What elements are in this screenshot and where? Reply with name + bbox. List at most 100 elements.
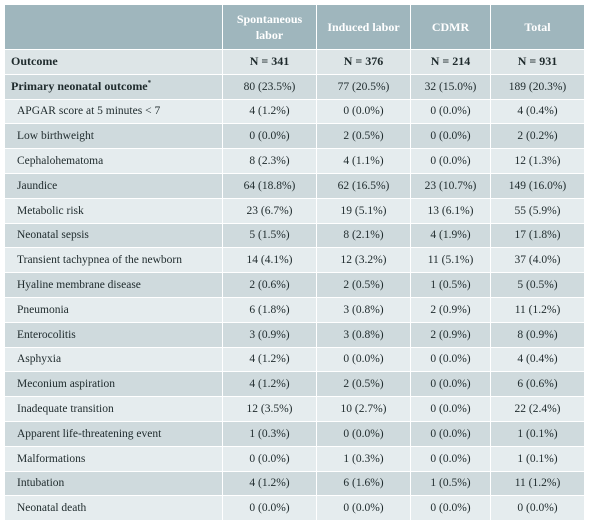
primary-outcome-label: Primary neonatal outcome xyxy=(11,79,148,94)
table-row: Jaundice 64 (18.8%) 62 (16.5%) 23 (10.7%) 14… xyxy=(4,172,585,199)
cell-cdmr: 4 (1.9%) xyxy=(410,222,491,249)
cell-spontaneous: 23 (6.7%) xyxy=(222,197,317,224)
cell-spontaneous: 12 (3.5%) xyxy=(222,396,317,422)
cell-induced: 1 (0.3%) xyxy=(316,445,411,472)
row-label: Outcome xyxy=(4,49,223,75)
cell-total: 22 (2.4%) xyxy=(490,396,585,422)
cell-induced: 0 (0.0%) xyxy=(316,98,411,125)
table-row: Cephalohematoma 8 (2.3%) 4 (1.1%) 0 (0.0%) 1… xyxy=(4,148,585,174)
cell-induced: 0 (0.0%) xyxy=(316,495,411,521)
table-row: Apparent life-threatening event 1 (0.3%) 0… xyxy=(4,420,585,447)
cell-induced: 62 (16.5%) xyxy=(316,172,411,199)
cell-cdmr: 13 (6.1%) xyxy=(410,197,491,224)
cell-induced: 0 (0.0%) xyxy=(316,420,411,447)
cell-spontaneous: 80 (23.5%) xyxy=(222,73,317,100)
cell-spontaneous: 5 (1.5%) xyxy=(222,222,317,249)
cell-total: 12 (1.3%) xyxy=(490,148,585,174)
cell-total: 5 (0.5%) xyxy=(490,272,585,298)
cell-cdmr: 0 (0.0%) xyxy=(410,396,491,422)
table-row: Meconium aspiration 4 (1.2%) 2 (0.5%) 0 (0.… xyxy=(4,371,585,398)
cell-total: 1 (0.1%) xyxy=(490,420,585,447)
cell-cdmr: 23 (10.7%) xyxy=(410,172,491,199)
table-row: Neonatal death 0 (0.0%) 0 (0.0%) 0 (0.0%) 0 … xyxy=(4,495,585,521)
cell-total: 17 (1.8%) xyxy=(490,222,585,249)
row-label: Malformations xyxy=(4,445,223,472)
table-row: Asphyxia 4 (1.2%) 0 (0.0%) 0 (0.0%) 4 (0.4%) xyxy=(4,346,585,373)
cell-induced: 77 (20.5%) xyxy=(316,73,411,100)
row-label: Transient tachypnea of the newborn xyxy=(4,247,223,274)
cell-spontaneous: 4 (1.2%) xyxy=(222,371,317,398)
primary-outcome-row: Primary neonatal outcome* 80 (23.5%) 77 … xyxy=(4,73,585,100)
cell-spontaneous: N = 341 xyxy=(222,49,317,75)
column-header-row: Spontaneous labor Induced labor CDMR Tot… xyxy=(4,4,585,50)
cell-total: 4 (0.4%) xyxy=(490,346,585,373)
cell-induced: 4 (1.1%) xyxy=(316,148,411,174)
cell-induced: 2 (0.5%) xyxy=(316,272,411,298)
cell-total: 189 (20.3%) xyxy=(490,73,585,100)
cell-spontaneous: 0 (0.0%) xyxy=(222,495,317,521)
cell-induced: N = 376 xyxy=(316,49,411,75)
column-header-cdmr: CDMR xyxy=(410,4,491,50)
cell-total: 0 (0.0%) xyxy=(490,495,585,521)
cell-cdmr: 0 (0.0%) xyxy=(410,371,491,398)
table-row: Metabolic risk 23 (6.7%) 19 (5.1%) 13 (6.1%… xyxy=(4,197,585,224)
cell-cdmr: N = 214 xyxy=(410,49,491,75)
cell-spontaneous: 8 (2.3%) xyxy=(222,148,317,174)
cell-cdmr: 0 (0.0%) xyxy=(410,420,491,447)
cell-total: 8 (0.9%) xyxy=(490,321,585,348)
table-row: Enterocolitis 3 (0.9%) 3 (0.8%) 2 (0.9%) 8 (… xyxy=(4,321,585,348)
row-label: Pneumonia xyxy=(4,296,223,323)
row-label: Intubation xyxy=(4,470,223,497)
cell-spontaneous: 4 (1.2%) xyxy=(222,98,317,125)
cell-spontaneous: 14 (4.1%) xyxy=(222,247,317,274)
row-label: Cephalohematoma xyxy=(4,148,223,174)
cell-spontaneous: 64 (18.8%) xyxy=(222,172,317,199)
cell-induced: 2 (0.5%) xyxy=(316,123,411,150)
cell-cdmr: 0 (0.0%) xyxy=(410,123,491,150)
cell-total: 4 (0.4%) xyxy=(490,98,585,125)
cell-induced: 12 (3.2%) xyxy=(316,247,411,274)
cell-induced: 0 (0.0%) xyxy=(316,346,411,373)
cell-cdmr: 11 (5.1%) xyxy=(410,247,491,274)
cell-spontaneous: 4 (1.2%) xyxy=(222,470,317,497)
cell-total: 149 (16.0%) xyxy=(490,172,585,199)
cell-cdmr: 0 (0.0%) xyxy=(410,98,491,125)
cell-induced: 19 (5.1%) xyxy=(316,197,411,224)
cell-total: 11 (1.2%) xyxy=(490,470,585,497)
cell-spontaneous: 3 (0.9%) xyxy=(222,321,317,348)
column-header-induced: Induced labor xyxy=(316,4,411,50)
cell-induced: 6 (1.6%) xyxy=(316,470,411,497)
cell-cdmr: 0 (0.0%) xyxy=(410,445,491,472)
outcomes-table-container: Spontaneous labor Induced labor CDMR Tot… xyxy=(4,4,585,521)
table-row: Low birthweight 0 (0.0%) 2 (0.5%) 0 (0.0%) 2… xyxy=(4,123,585,150)
neonatal-outcomes-table: Spontaneous labor Induced labor CDMR Tot… xyxy=(4,4,585,521)
cell-total: N = 931 xyxy=(490,49,585,75)
cell-cdmr: 0 (0.0%) xyxy=(410,346,491,373)
cell-induced: 8 (2.1%) xyxy=(316,222,411,249)
cell-cdmr: 2 (0.9%) xyxy=(410,321,491,348)
row-label: APGAR score at 5 minutes < 7 xyxy=(4,98,223,125)
cell-spontaneous: 4 (1.2%) xyxy=(222,346,317,373)
row-label: Inadequate transition xyxy=(4,396,223,422)
cell-cdmr: 32 (15.0%) xyxy=(410,73,491,100)
table-header: Spontaneous labor Induced labor CDMR Tot… xyxy=(4,4,585,50)
table-row: Neonatal sepsis 5 (1.5%) 8 (2.1%) 4 (1.9%) 1… xyxy=(4,222,585,249)
cell-cdmr: 1 (0.5%) xyxy=(410,272,491,298)
table-row: Transient tachypnea of the newborn 14 (4.… xyxy=(4,247,585,274)
cell-cdmr: 0 (0.0%) xyxy=(410,495,491,521)
row-label: Primary neonatal outcome* xyxy=(4,73,223,100)
cell-total: 11 (1.2%) xyxy=(490,296,585,323)
row-label: Metabolic risk xyxy=(4,197,223,224)
table-row: Pneumonia 6 (1.8%) 3 (0.8%) 2 (0.9%) 11 (1.2… xyxy=(4,296,585,323)
column-header-empty xyxy=(4,4,223,50)
row-label: Hyaline membrane disease xyxy=(4,272,223,298)
row-label: Jaundice xyxy=(4,172,223,199)
cell-spontaneous: 2 (0.6%) xyxy=(222,272,317,298)
row-label: Apparent life-threatening event xyxy=(4,420,223,447)
cell-induced: 3 (0.8%) xyxy=(316,321,411,348)
cell-induced: 2 (0.5%) xyxy=(316,371,411,398)
cell-total: 1 (0.1%) xyxy=(490,445,585,472)
cell-spontaneous: 1 (0.3%) xyxy=(222,420,317,447)
column-header-spontaneous: Spontaneous labor xyxy=(222,4,317,50)
